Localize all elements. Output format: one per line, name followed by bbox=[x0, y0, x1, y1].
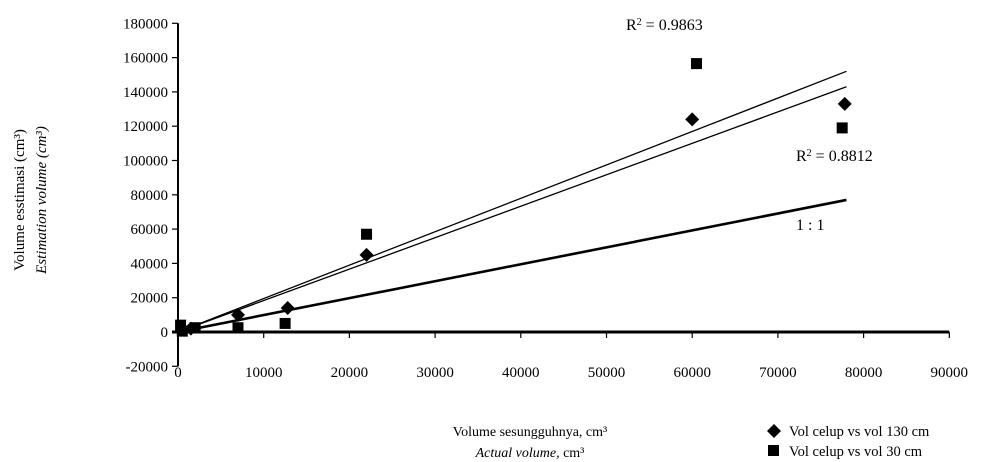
square-point bbox=[176, 325, 188, 337]
x-tick-label: 70000 bbox=[759, 365, 797, 381]
square-point bbox=[175, 319, 187, 331]
diamond-point bbox=[230, 307, 245, 322]
square-point bbox=[690, 58, 702, 70]
legend-label-diamond: Vol celup vs vol 130 cm bbox=[789, 424, 930, 440]
x-tick-label: 40000 bbox=[502, 365, 540, 381]
trend-line bbox=[177, 70, 847, 333]
x-tick-label: 80000 bbox=[845, 365, 883, 381]
x-axis-ticks: 0 10000 20000 30000 40000 50000 60000 70000 8000… bbox=[174, 332, 968, 381]
x-axis-title-line1: Volume sesungguhnya, cm³ bbox=[453, 425, 607, 440]
legend-item-square: Vol celup vs vol 30 cm bbox=[768, 444, 923, 460]
y-tick-label: 40000 bbox=[131, 256, 169, 272]
square-point bbox=[361, 228, 373, 240]
square-point bbox=[232, 322, 244, 334]
y-axis-title-line2: Estimation volume (cm³) bbox=[34, 126, 50, 275]
trend-lines bbox=[177, 70, 847, 334]
diamond-point bbox=[280, 300, 295, 315]
diamond-point bbox=[837, 96, 852, 111]
square-point bbox=[279, 317, 291, 329]
y-tick-label: 20000 bbox=[131, 291, 169, 307]
y-tick-label: 100000 bbox=[123, 154, 168, 170]
one-to-one-label: 1 : 1 bbox=[796, 217, 824, 234]
data-points bbox=[175, 58, 852, 337]
y-tick-label: 140000 bbox=[123, 85, 168, 101]
y-axis-title-line1: Volume esstimasi (cm³) bbox=[12, 129, 28, 271]
r2-top-annotation: R2 = 0.9863 bbox=[626, 17, 703, 35]
x-tick-label: 30000 bbox=[416, 365, 454, 381]
axes bbox=[172, 23, 950, 367]
legend-item-diamond: Vol celup vs vol 130 cm bbox=[767, 424, 930, 440]
one-to-one-line bbox=[177, 198, 847, 334]
x-axis-title-line2: Actual volume, cm³ bbox=[475, 446, 585, 461]
diamond-point bbox=[359, 247, 374, 262]
diamond-point bbox=[685, 112, 700, 127]
y-tick-label: 120000 bbox=[123, 119, 168, 135]
x-tick-label: 60000 bbox=[673, 365, 711, 381]
diamond-marker-icon bbox=[767, 424, 781, 438]
y-tick-label: 0 bbox=[161, 325, 169, 341]
x-tick-label: 50000 bbox=[588, 365, 626, 381]
square-marker-icon bbox=[768, 445, 779, 456]
y-axis-ticks: -20000 0 20000 40000 60000 80000 100000 120000 1… bbox=[123, 16, 178, 375]
square-point bbox=[189, 322, 201, 334]
x-tick-label: 20000 bbox=[331, 365, 369, 381]
x-tick-label: 90000 bbox=[931, 365, 969, 381]
r2-right-annotation: R2 = 0.8812 bbox=[796, 148, 873, 166]
y-tick-label: 60000 bbox=[131, 222, 169, 238]
y-tick-label: 80000 bbox=[131, 188, 169, 204]
legend-label-square: Vol celup vs vol 30 cm bbox=[789, 444, 923, 460]
square-point bbox=[836, 122, 848, 134]
y-tick-label: -20000 bbox=[126, 359, 169, 375]
y-tick-label: 160000 bbox=[123, 51, 168, 67]
x-tick-label: 0 bbox=[174, 365, 182, 381]
trend-line bbox=[177, 86, 847, 333]
x-tick-label: 10000 bbox=[245, 365, 283, 381]
legend: Vol celup vs vol 130 cm Vol celup vs vol… bbox=[767, 424, 930, 460]
y-tick-label: 180000 bbox=[123, 16, 168, 32]
